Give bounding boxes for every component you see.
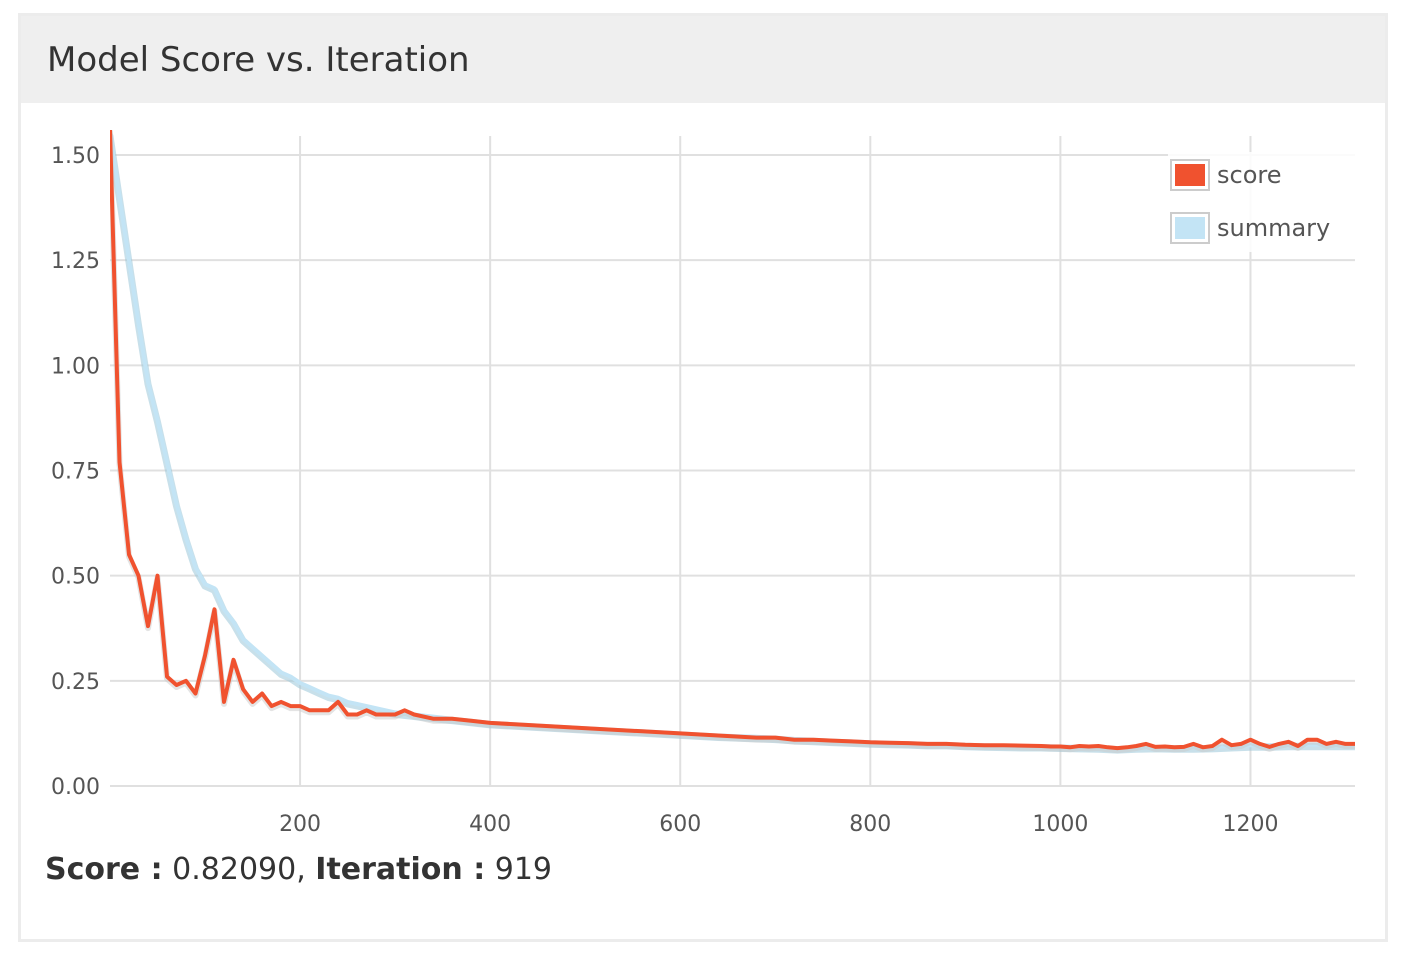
summary-legend-swatch bbox=[1175, 217, 1205, 239]
panel-header: Model Score vs. Iteration bbox=[21, 16, 1385, 103]
y-tick-label: 0.00 bbox=[51, 775, 100, 800]
y-tick-label: 1.25 bbox=[51, 249, 100, 274]
x-tick-label: 200 bbox=[279, 812, 321, 837]
score-readout: Score : 0.82090, Iteration : 919 bbox=[45, 852, 552, 887]
panel-title: Model Score vs. Iteration bbox=[47, 39, 470, 80]
iteration-label: Iteration : bbox=[315, 852, 486, 887]
legend: score summary bbox=[1168, 152, 1356, 252]
score-legend-swatch bbox=[1175, 164, 1205, 186]
chart-panel: Model Score vs. Iteration bbox=[18, 13, 1388, 942]
x-tick-label: 400 bbox=[469, 812, 511, 837]
score-value: 0.82090, bbox=[172, 852, 306, 887]
y-tick-label: 0.75 bbox=[51, 460, 100, 485]
grid: 0.00 0.25 0.50 0.75 1.00 1.25 1.50 200 400 600 800… bbox=[51, 136, 1355, 837]
score-label: Score : bbox=[45, 852, 163, 887]
y-tick-label: 1.00 bbox=[51, 354, 100, 379]
series-layer bbox=[110, 130, 1355, 754]
y-tick-label: 0.25 bbox=[51, 670, 100, 695]
x-tick-label: 1000 bbox=[1032, 812, 1088, 837]
score-legend-label: score bbox=[1217, 161, 1282, 189]
summary-legend-label: summary bbox=[1217, 214, 1330, 242]
y-tick-label: 1.50 bbox=[51, 144, 100, 169]
y-tick-label: 0.50 bbox=[51, 565, 100, 590]
iteration-value: 919 bbox=[494, 852, 553, 887]
x-tick-label: 1200 bbox=[1222, 812, 1278, 837]
x-tick-label: 800 bbox=[849, 812, 891, 837]
score-series-line bbox=[110, 130, 1355, 751]
x-tick-label: 600 bbox=[659, 812, 701, 837]
